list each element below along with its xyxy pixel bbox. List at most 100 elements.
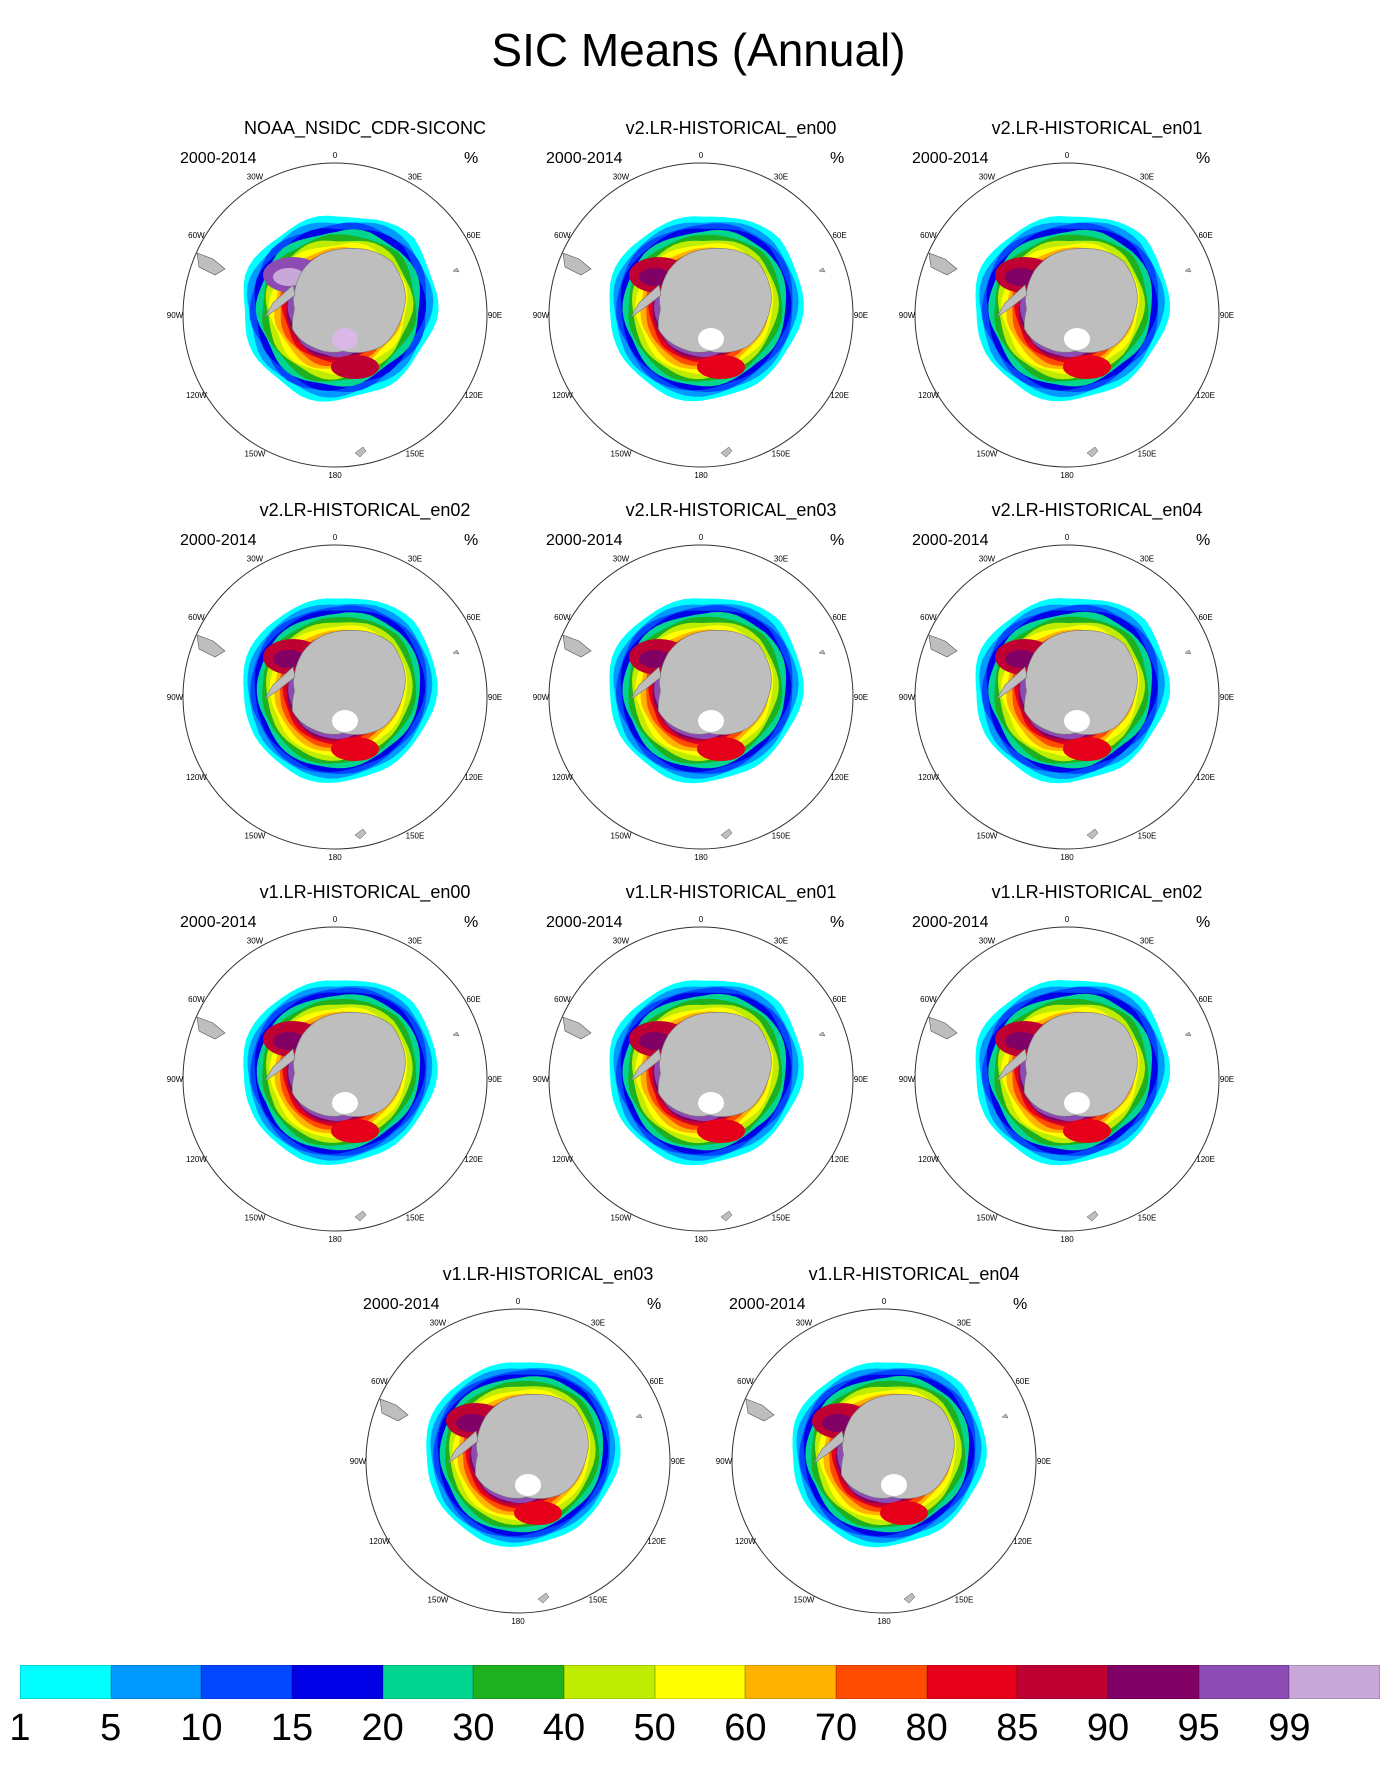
south-america-landmass [562, 1016, 592, 1040]
longitude-label: 150W [977, 832, 998, 841]
new-zealand-landmass [903, 1592, 916, 1604]
longitude-label: 120E [464, 773, 483, 782]
colorbar-box [1108, 1665, 1199, 1699]
panel-title: v1.LR-HISTORICAL_en04 [808, 1264, 1020, 1284]
longitude-label: 90E [854, 311, 868, 320]
colorbar-box [201, 1665, 292, 1699]
south-america-landmass [745, 1398, 775, 1422]
polar-map: 0 30E 60E 90E 120E 150E 180 150W 120W 90W 60W 30W [350, 1297, 685, 1626]
south-america-landmass [928, 634, 958, 658]
antarctic-peninsula [630, 1048, 662, 1082]
longitude-label: 30E [774, 172, 788, 181]
south-america-landmass [379, 1398, 409, 1422]
panel-title: v2.LR-HISTORICAL_en04 [991, 500, 1203, 520]
ross-ice-patch [697, 737, 745, 761]
panel-period: 2000-2014 [180, 150, 257, 167]
longitude-label: 150W [611, 450, 632, 459]
colorbar-label: 50 [633, 1707, 676, 1749]
longitude-label: 60W [188, 995, 205, 1004]
ross-ice-patch [331, 737, 379, 761]
south-america-landmass [562, 634, 592, 658]
polar-map: 0 30E 60E 90E 120E 150E 180 150W 120W 90W 60W 30W [899, 151, 1234, 480]
kerguelen-island [1001, 1413, 1009, 1419]
longitude-label: 90W [167, 311, 184, 320]
longitude-label: 30E [1140, 172, 1154, 181]
panel-units: % [1196, 532, 1211, 549]
longitude-label: 150W [245, 832, 266, 841]
panel-period: 2000-2014 [546, 150, 623, 167]
longitude-label: 30E [774, 554, 788, 563]
longitude-label: 30W [613, 936, 630, 945]
colorbar-box [110, 1665, 202, 1699]
longitude-label: 120W [186, 391, 207, 400]
longitude-label: 150E [955, 1596, 974, 1605]
ross-ice-patch [880, 1501, 928, 1525]
antarctic-peninsula [996, 666, 1028, 700]
antarctic-peninsula [813, 1430, 845, 1464]
longitude-label: 60E [466, 231, 480, 240]
longitude-label: 120E [830, 773, 849, 782]
longitude-label: 150E [772, 450, 791, 459]
longitude-label: 150E [406, 450, 425, 459]
antarctic-peninsula [264, 1048, 296, 1082]
ross-ice-shelf [515, 1474, 541, 1496]
new-zealand-landmass [720, 446, 733, 458]
panel-period: 2000-2014 [546, 914, 623, 931]
longitude-label: 30E [408, 554, 422, 563]
map-panel: 0 30E 60E 90E 120E 150E 180 150W 120W 90W 60W 30W v1… [533, 882, 916, 1252]
longitude-label: 60W [554, 995, 571, 1004]
longitude-label: 120W [918, 391, 939, 400]
longitude-label: 150E [1138, 1214, 1157, 1223]
new-zealand-landmass [1086, 1210, 1099, 1222]
longitude-label: 180 [694, 853, 708, 862]
antarctic-peninsula [630, 284, 662, 318]
longitude-label: 60W [737, 1377, 754, 1386]
longitude-label: 0 [516, 1297, 521, 1306]
map-panel: 0 30E 60E 90E 120E 150E 180 150W 120W 90W 60W 30W NO… [167, 118, 550, 488]
map-panel: 0 30E 60E 90E 120E 150E 180 150W 120W 90W 60W 30W v1… [899, 882, 1282, 1252]
ross-ice-patch [331, 1119, 379, 1143]
longitude-label: 120E [464, 1155, 483, 1164]
longitude-label: 90W [899, 693, 916, 702]
longitude-label: 60W [920, 995, 937, 1004]
longitude-label: 150E [589, 1596, 608, 1605]
kerguelen-island [452, 267, 460, 273]
panel-units: % [464, 914, 479, 931]
longitude-label: 0 [699, 533, 704, 542]
map-panel: 0 30E 60E 90E 120E 150E 180 150W 120W 90W 60W 30W v1… [350, 1264, 733, 1634]
longitude-label: 120E [830, 391, 849, 400]
kerguelen-island [452, 649, 460, 655]
antarctica-landmass [657, 1011, 772, 1117]
ross-ice-shelf [698, 328, 724, 350]
polar-map: 0 30E 60E 90E 120E 150E 180 150W 120W 90W 60W 30W [167, 151, 502, 480]
ross-ice-shelf [698, 1092, 724, 1114]
longitude-label: 60E [466, 995, 480, 1004]
longitude-label: 60E [1198, 613, 1212, 622]
new-zealand-landmass [720, 828, 733, 840]
longitude-label: 60E [466, 613, 480, 622]
panel-title: v2.LR-HISTORICAL_en00 [625, 118, 837, 138]
longitude-label: 90W [716, 1457, 733, 1466]
longitude-label: 120E [1196, 1155, 1215, 1164]
ross-ice-shelf [698, 710, 724, 732]
longitude-label: 150E [406, 832, 425, 841]
colorbar-box [836, 1665, 927, 1699]
panel-title: v2.LR-HISTORICAL_en03 [625, 500, 837, 520]
kerguelen-island [1184, 1031, 1192, 1037]
longitude-label: 150W [794, 1596, 815, 1605]
longitude-label: 60W [554, 231, 571, 240]
colorbar-label: 80 [905, 1707, 948, 1749]
longitude-label: 90E [1220, 1075, 1234, 1084]
longitude-label: 150W [611, 832, 632, 841]
longitude-label: 150W [428, 1596, 449, 1605]
colorbar-box [564, 1665, 655, 1699]
ross-ice-patch [1063, 355, 1111, 379]
longitude-label: 30W [247, 936, 264, 945]
panel-title: v1.LR-HISTORICAL_en01 [625, 882, 837, 902]
map-panel: 0 30E 60E 90E 120E 150E 180 150W 120W 90W 60W 30W v1… [167, 882, 550, 1252]
new-zealand-landmass [1086, 828, 1099, 840]
colorbar-label: 95 [1177, 1707, 1220, 1749]
ross-ice-patch [1063, 737, 1111, 761]
colorbar-box [20, 1665, 111, 1699]
longitude-label: 0 [333, 915, 338, 924]
